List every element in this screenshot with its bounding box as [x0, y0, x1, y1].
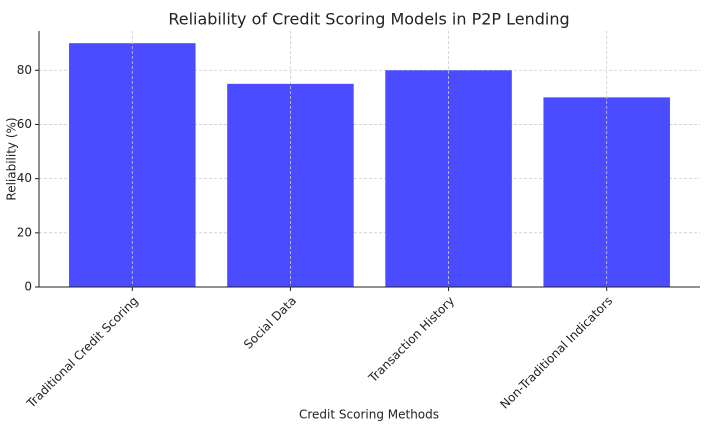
y-tick-label: 60	[17, 117, 32, 131]
y-axis-label: Reliability (%)	[5, 117, 19, 200]
x-tick-label: Transaction History	[365, 294, 457, 386]
x-axis-label: Credit Scoring Methods	[299, 408, 439, 422]
x-tick-label: Traditional Credit Scoring	[23, 294, 141, 412]
y-tick-label: 20	[17, 225, 32, 239]
chart-title: Reliability of Credit Scoring Models in …	[168, 10, 569, 29]
x-tick-label: Non-Traditional Indicators	[497, 294, 615, 412]
bar	[69, 43, 196, 287]
x-tick-label: Social Data	[241, 294, 299, 352]
y-tick-label: 80	[17, 63, 32, 77]
y-tick-label: 0	[24, 280, 32, 294]
y-tick-label: 40	[17, 171, 32, 185]
